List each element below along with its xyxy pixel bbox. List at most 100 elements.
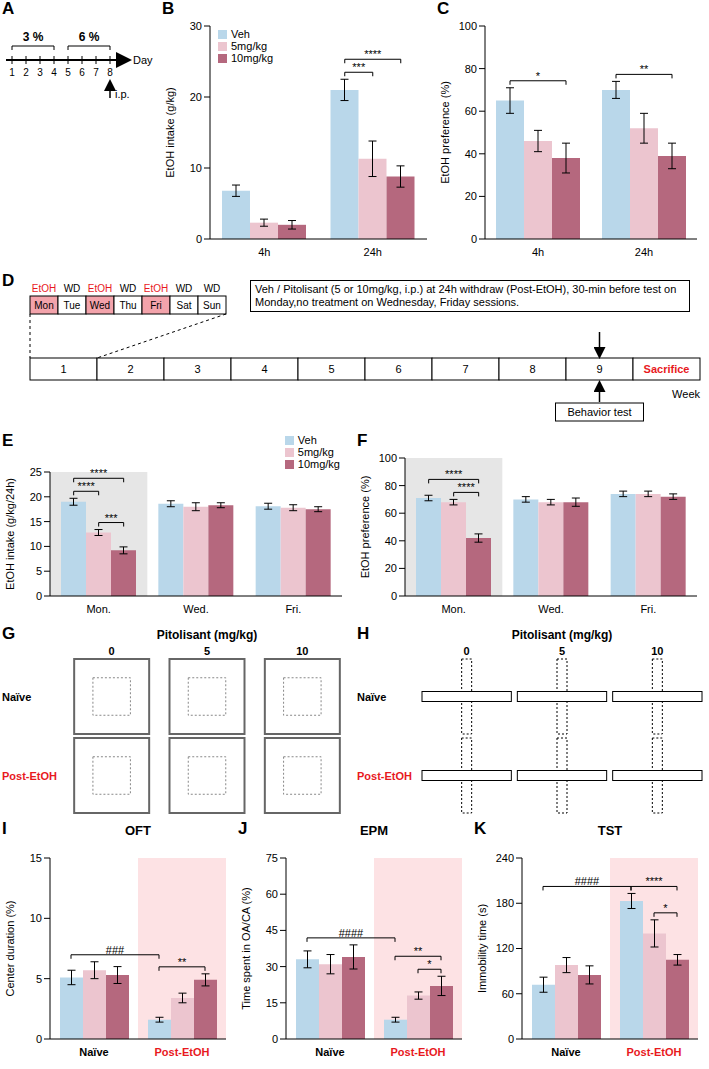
svg-text:Sat: Sat (176, 300, 191, 311)
svg-text:8: 8 (107, 67, 113, 78)
svg-text:3 %: 3 % (23, 30, 44, 44)
svg-text:EPM: EPM (360, 823, 388, 838)
svg-text:2: 2 (23, 67, 29, 78)
svg-text:80: 80 (465, 63, 477, 75)
svg-text:60: 60 (385, 507, 397, 519)
svg-text:Naïve: Naïve (315, 1046, 344, 1058)
svg-text:Fri.: Fri. (640, 603, 656, 615)
svg-text:**: ** (640, 63, 649, 75)
svg-text:WD: WD (64, 283, 81, 294)
svg-text:120: 120 (496, 942, 514, 954)
svg-text:####: #### (575, 875, 600, 887)
svg-text:Post-EtOH: Post-EtOH (155, 1046, 210, 1058)
svg-text:3: 3 (194, 363, 200, 375)
svg-text:15: 15 (30, 852, 42, 864)
svg-text:10: 10 (30, 912, 42, 924)
svg-text:15: 15 (30, 516, 42, 528)
svg-text:100: 100 (459, 20, 477, 32)
svg-text:4h: 4h (258, 246, 270, 258)
svg-text:1: 1 (60, 363, 66, 375)
svg-text:10: 10 (190, 162, 202, 174)
svg-text:Sun: Sun (203, 300, 221, 311)
svg-text:5: 5 (204, 645, 210, 657)
svg-text:0: 0 (109, 645, 115, 657)
svg-text:***: *** (105, 512, 119, 524)
svg-text:0: 0 (508, 1033, 514, 1045)
svg-text:5: 5 (559, 645, 565, 657)
svg-text:TST: TST (598, 823, 623, 838)
svg-text:10: 10 (296, 645, 308, 657)
svg-text:0: 0 (36, 1033, 42, 1045)
svg-text:40: 40 (385, 535, 397, 547)
svg-text:7: 7 (462, 363, 468, 375)
svg-text:Fri.: Fri. (285, 603, 301, 615)
svg-text:75: 75 (266, 852, 278, 864)
svg-text:0: 0 (196, 233, 202, 245)
svg-text:****: **** (645, 875, 663, 887)
svg-text:OFT: OFT (125, 823, 151, 838)
svg-text:****: **** (78, 480, 96, 492)
svg-text:Center duration (%): Center duration (%) (4, 901, 16, 997)
svg-text:WD: WD (120, 283, 137, 294)
svg-text:20: 20 (30, 491, 42, 503)
svg-text:0: 0 (36, 590, 42, 602)
svg-text:Naïve: Naïve (551, 1046, 580, 1058)
svg-text:0: 0 (464, 645, 470, 657)
svg-text:**: ** (414, 945, 423, 957)
svg-text:Pitolisant (mg/kg): Pitolisant (mg/kg) (157, 628, 258, 642)
svg-text:Sacrifice: Sacrifice (644, 363, 690, 375)
svg-text:4: 4 (261, 363, 267, 375)
svg-text:3: 3 (37, 67, 43, 78)
svg-text:Tue: Tue (64, 300, 81, 311)
svg-text:60: 60 (465, 105, 477, 117)
svg-text:Mon: Mon (34, 300, 53, 311)
svg-text:Naïve: Naïve (79, 1046, 108, 1058)
svg-text:Wed.: Wed. (183, 603, 208, 615)
svg-text:Day: Day (133, 54, 153, 66)
svg-text:Post-EtOH: Post-EtOH (391, 1046, 446, 1058)
svg-text:EtOH preference (%): EtOH preference (%) (359, 476, 371, 579)
svg-text:Pitolisant (mg/kg): Pitolisant (mg/kg) (512, 628, 613, 642)
svg-text:i.p.: i.p. (115, 88, 130, 100)
svg-text:####: #### (339, 927, 364, 939)
svg-text:20: 20 (190, 91, 202, 103)
svg-text:60: 60 (502, 988, 514, 1000)
svg-text:EtOH: EtOH (88, 283, 112, 294)
svg-text:45: 45 (266, 924, 278, 936)
svg-text:****: **** (445, 468, 463, 480)
svg-text:EtOH: EtOH (144, 283, 168, 294)
svg-text:WD: WD (204, 283, 221, 294)
svg-text:25: 25 (30, 466, 42, 478)
svg-text:6: 6 (79, 67, 85, 78)
svg-text:4h: 4h (532, 246, 544, 258)
svg-text:20: 20 (385, 562, 397, 574)
svg-text:EtOH: EtOH (32, 283, 56, 294)
svg-text:Mon.: Mon. (86, 603, 110, 615)
svg-text:6 %: 6 % (79, 30, 100, 44)
svg-text:7: 7 (93, 67, 99, 78)
svg-text:Post-EtOH: Post-EtOH (2, 770, 57, 782)
svg-text:5: 5 (36, 565, 42, 577)
svg-text:0: 0 (471, 233, 477, 245)
svg-text:Week: Week (672, 388, 700, 400)
svg-text:Naïve: Naïve (2, 691, 31, 703)
svg-text:1: 1 (9, 67, 15, 78)
svg-text:20: 20 (465, 190, 477, 202)
svg-text:2: 2 (127, 363, 133, 375)
svg-text:8: 8 (529, 363, 535, 375)
svg-text:Immobility time (s): Immobility time (s) (476, 904, 488, 993)
svg-text:Behavior test: Behavior test (567, 406, 631, 418)
svg-text:****: **** (90, 467, 108, 479)
svg-text:*: * (663, 902, 668, 914)
svg-text:Thu: Thu (119, 300, 136, 311)
svg-text:5: 5 (36, 973, 42, 985)
svg-text:6: 6 (395, 363, 401, 375)
svg-text:EtOH intake (g/kg): EtOH intake (g/kg) (164, 87, 176, 177)
svg-text:0: 0 (272, 1033, 278, 1045)
svg-text:Naïve: Naïve (357, 691, 386, 703)
svg-text:24h: 24h (364, 246, 382, 258)
svg-text:Time spent in OA/CA (%): Time spent in OA/CA (%) (240, 887, 252, 1009)
svg-text:WD: WD (176, 283, 193, 294)
svg-text:40: 40 (465, 148, 477, 160)
svg-text:9: 9 (596, 363, 602, 375)
